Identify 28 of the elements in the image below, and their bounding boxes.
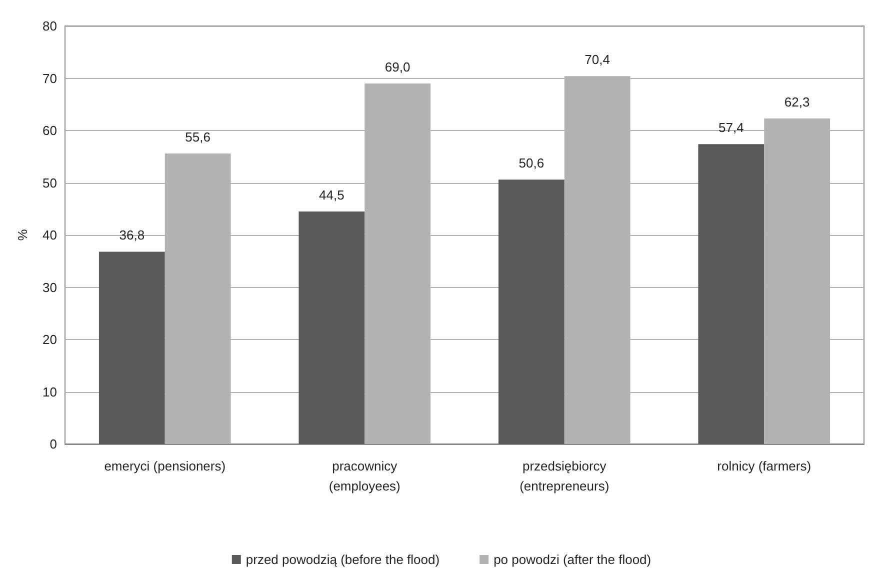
data-label: 55,6 [185, 129, 210, 144]
bar [98, 252, 165, 444]
y-tick-label: 60 [42, 123, 57, 138]
x-tick-label: emeryci (pensioners) [104, 458, 226, 474]
data-label: 50,6 [518, 156, 544, 171]
data-label: 57,4 [718, 120, 744, 136]
x-tick-label: rolnicy (farmers) [717, 458, 812, 474]
y-tick-label: 80 [42, 18, 57, 34]
y-tick-label: 40 [42, 228, 57, 242]
x-tick-label: pracownicy (employees) [328, 458, 400, 494]
bar [298, 211, 365, 444]
data-label: 36,8 [119, 228, 145, 243]
bar [698, 144, 764, 444]
y-tick-label: 50 [42, 175, 57, 190]
x-tick-label: przedsiębiorcy (entrepreneurs) [520, 458, 610, 494]
y-tick-label: 20 [42, 332, 57, 347]
data-label: 69,0 [384, 59, 410, 74]
bar [498, 180, 564, 444]
y-axis-title: % [15, 228, 30, 241]
data-label: 62,3 [784, 94, 810, 110]
data-label: 44,5 [319, 187, 344, 202]
y-tick-label: 10 [42, 384, 57, 400]
y-tick-label: 70 [42, 70, 57, 86]
y-tick-label: 0 [50, 436, 57, 452]
data-label: 70,4 [584, 52, 610, 68]
legend-label: przed powodzią (before the flood) [246, 552, 440, 567]
y-tick-label: 30 [42, 280, 57, 295]
legend-label: po powodzi (after the flood) [494, 552, 652, 567]
